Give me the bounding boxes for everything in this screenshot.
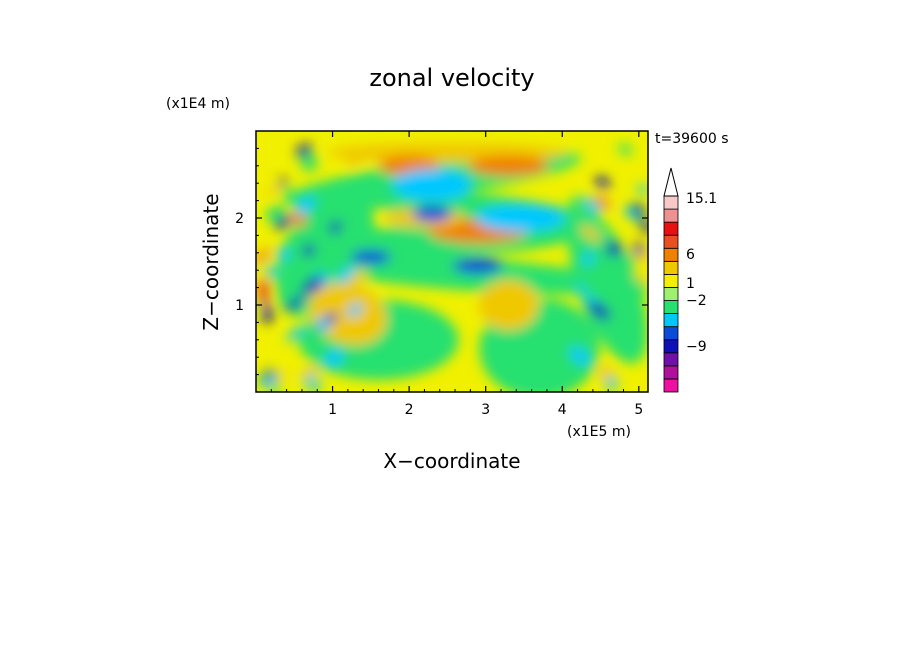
contour-region: [323, 349, 344, 368]
colorbar-segment: [663, 208, 679, 223]
colorbar-segment: [663, 300, 679, 314]
colorbar-segment: [663, 326, 679, 341]
contour-region: [606, 241, 623, 257]
contour-region: [636, 219, 648, 233]
field-blobs: [256, 142, 648, 392]
time-label: t=39600 s: [655, 131, 729, 147]
contour-region: [349, 269, 367, 284]
contour-region: [265, 205, 285, 223]
colorbar-segment: [663, 273, 679, 288]
colorbar-tick-label: 6: [686, 247, 695, 263]
contour-region: [580, 196, 602, 214]
contour-region: [574, 284, 589, 296]
contour-region: [317, 317, 330, 332]
x-scale-label: (x1E5 m): [567, 424, 631, 440]
contour-region: [475, 204, 566, 232]
colorbar-tick-label: −2: [686, 293, 707, 309]
contour-region: [302, 244, 316, 257]
contour-region: [261, 369, 275, 380]
contour-region: [632, 242, 645, 255]
y-axis-label: Z−coordinate: [199, 193, 223, 330]
x-tick-label: 5: [634, 402, 643, 418]
contour-region: [582, 251, 595, 266]
contour-region: [595, 176, 610, 189]
contour-region: [453, 257, 504, 274]
x-tick-label: 4: [558, 402, 567, 418]
contour-region: [257, 277, 270, 306]
contour-region: [604, 376, 618, 390]
contour-region: [468, 155, 549, 176]
contour-region: [296, 144, 312, 158]
contour-region: [256, 249, 272, 264]
colorbar-tick-label: 15.1: [686, 191, 717, 207]
contour-region: [637, 184, 648, 195]
colorbar-segment: [663, 339, 679, 354]
contour-region: [618, 143, 633, 156]
contour-region: [282, 189, 294, 201]
colorbar: [663, 167, 679, 393]
colorbar-segment: [663, 352, 679, 367]
plot-frame: [255, 130, 649, 393]
x-axis: 1 2 3 4 5: [270, 131, 643, 418]
colorbar-tick-label: −9: [686, 339, 707, 355]
y-tick-label: 1: [235, 298, 244, 314]
colorbar-segment: [663, 260, 679, 275]
contour-region: [478, 280, 539, 330]
colorbar-segment: [663, 313, 679, 328]
contour-region: [301, 155, 318, 172]
contour-region: [264, 265, 277, 278]
contour-region: [291, 211, 307, 227]
contour-region: [285, 326, 305, 342]
contour-region: [277, 178, 288, 187]
contour-region: [346, 150, 366, 167]
contour-region: [572, 201, 595, 218]
contour-region: [585, 285, 599, 296]
contour-region: [301, 365, 319, 380]
x-axis-label: X−coordinate: [383, 449, 520, 473]
contour-region: [308, 380, 322, 392]
colorbar-segment: [663, 195, 679, 210]
x-tick-label: 1: [328, 402, 337, 418]
y-tick-label: 2: [235, 211, 244, 227]
contour-region: [633, 272, 648, 285]
contour-region: [262, 303, 273, 324]
contour-region: [336, 272, 350, 284]
colorbar-segment: [663, 247, 679, 262]
contour-field: [256, 131, 648, 392]
colorbar-tick-label: 1: [686, 276, 695, 292]
contour-region: [588, 302, 611, 320]
colorbar-segment: [663, 221, 679, 236]
contour-region: [329, 221, 342, 234]
contour-region: [568, 211, 648, 364]
chart-title: zonal velocity: [369, 64, 534, 92]
colorbar-segment: [663, 287, 679, 301]
contour-region: [579, 225, 602, 242]
contour-region: [619, 252, 637, 266]
contour-region: [569, 347, 591, 366]
contour-region: [350, 250, 391, 265]
x-tick-label: 3: [481, 402, 490, 418]
contour-region: [301, 276, 324, 295]
contour-region: [300, 254, 640, 295]
y-axis: 12: [235, 147, 648, 376]
contour-region: [293, 196, 316, 215]
contour-region: [412, 205, 453, 222]
contour-region: [301, 373, 317, 385]
colorbar-ticks: 15.1 6 1−2 −9: [686, 191, 717, 355]
contour-region: [623, 207, 640, 220]
contour-region: [266, 187, 279, 197]
colorbar-segment: [663, 234, 679, 249]
contour-region: [392, 168, 473, 201]
contour-region: [284, 295, 306, 312]
contour-region: [346, 303, 363, 317]
contour-region: [276, 247, 290, 261]
x-tick-label: 2: [405, 402, 414, 418]
colorbar-segment: [663, 378, 679, 393]
colorbar-segment: [663, 365, 679, 380]
contour-region: [597, 365, 615, 381]
colorbar-extend-arrow: [663, 167, 679, 197]
y-scale-label: (x1E4 m): [166, 96, 230, 112]
